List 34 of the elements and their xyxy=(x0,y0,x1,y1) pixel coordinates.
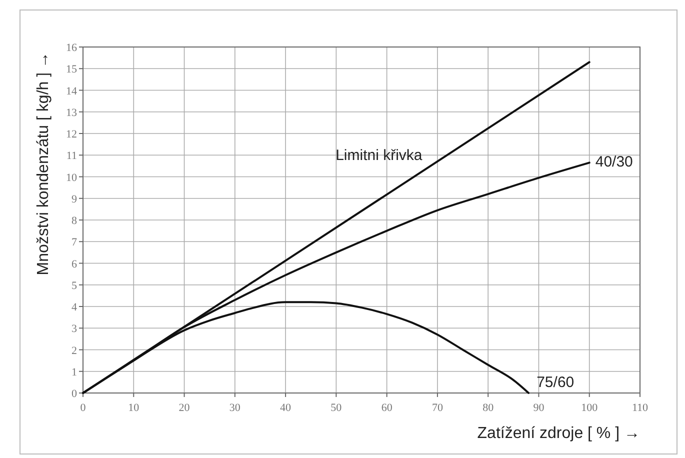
series-label: Limitni křivka xyxy=(336,146,423,164)
y-tick-label: 3 xyxy=(72,323,78,336)
x-tick-label: 70 xyxy=(432,402,444,414)
y-tick-label: 13 xyxy=(66,106,78,119)
y-tick-label: 16 xyxy=(66,42,78,54)
y-tick-label: 1 xyxy=(72,366,77,378)
x-tick-label: 0 xyxy=(80,402,86,414)
y-tick-label: 14 xyxy=(66,85,78,98)
y-tick-label: 7 xyxy=(72,236,78,249)
y-tick-label: 6 xyxy=(72,258,78,270)
series-label: 75/60 xyxy=(536,374,574,391)
y-tick-label: 0 xyxy=(72,388,78,400)
y-tick-label: 2 xyxy=(72,344,77,357)
y-tick-label: 11 xyxy=(66,150,77,162)
x-tick-label: 20 xyxy=(178,402,190,414)
y-tick-label: 8 xyxy=(72,215,78,227)
x-tick-label: 110 xyxy=(632,402,649,414)
y-tick-label: 5 xyxy=(72,280,78,292)
x-tick-label: 50 xyxy=(330,402,342,414)
x-tick-label: 40 xyxy=(280,402,292,414)
y-tick-label: 9 xyxy=(72,193,78,206)
series-label: 40/30 xyxy=(595,154,633,171)
x-tick-label: 60 xyxy=(381,402,393,414)
x-tick-label: 90 xyxy=(533,402,545,414)
y-tick-label: 4 xyxy=(72,302,78,314)
y-tick-label: 10 xyxy=(66,172,78,184)
y-tick-label: 12 xyxy=(66,128,77,140)
x-tick-label: 100 xyxy=(581,402,598,414)
x-tick-label: 30 xyxy=(229,402,241,414)
x-tick-label: 10 xyxy=(128,402,140,414)
y-tick-label: 15 xyxy=(66,64,78,76)
x-tick-label: 80 xyxy=(482,402,494,414)
x-axis-title: Zatížení zdroje [ % ] → xyxy=(477,425,640,442)
y-axis-title: Množstvi kondenzátu [ kg/h ] → xyxy=(35,52,52,276)
